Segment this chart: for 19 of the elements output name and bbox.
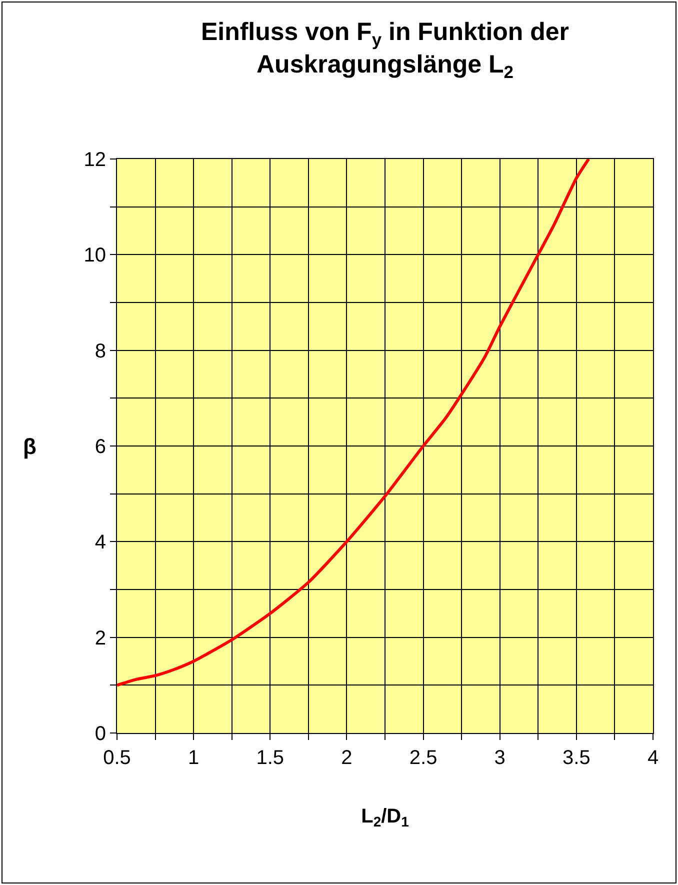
y-tick-label: 2	[94, 627, 106, 650]
x-tick-label: 1.5	[256, 747, 284, 769]
x-tick-label: 4	[647, 747, 659, 769]
y-tick-label: 4	[94, 532, 106, 554]
x-tick-label: 1	[188, 747, 200, 769]
y-tick-label: 12	[84, 149, 106, 171]
x-tick-label: 2.5	[409, 747, 438, 769]
y-tick-label: 10	[84, 244, 106, 267]
x-tick-label: 2	[341, 747, 352, 769]
y-tick-label: 8	[94, 340, 106, 362]
x-tick-label: 3	[494, 747, 506, 769]
chart-title: Einfluss von F$_{y}$ in Funktion der Auskragungslänge L$_{2}$	[200, 18, 570, 82]
x-tick-label: 0.5	[103, 747, 131, 769]
y-tick-label: 0	[94, 723, 106, 745]
x-tick-label: 3.5	[562, 747, 590, 769]
x-axis-title: L$_{2}$/D$_{1}$	[361, 806, 410, 830]
y-tick-label: 6	[94, 436, 106, 458]
y-axis-title: β	[23, 434, 36, 459]
line-series	[117, 159, 590, 687]
